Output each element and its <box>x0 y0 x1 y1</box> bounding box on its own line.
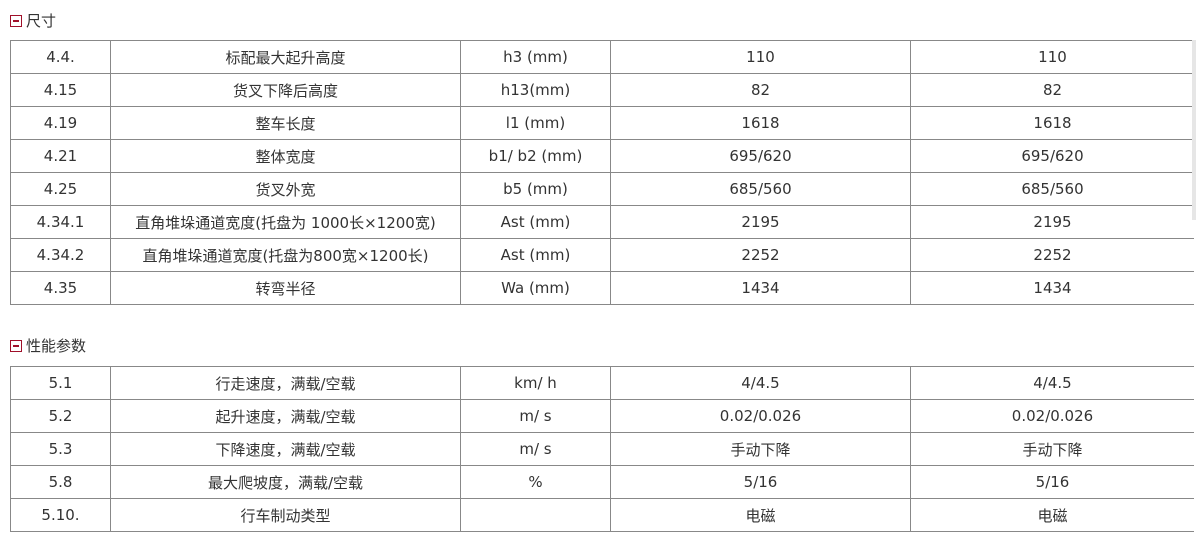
value-model-1: 手动下降 <box>610 432 911 466</box>
value-model-1: 110 <box>610 40 911 74</box>
item-name: 货叉外宽 <box>110 172 461 206</box>
table-row: 5.10. 行车制动类型 电磁 电磁 <box>10 498 1194 532</box>
value-model-2: 685/560 <box>910 172 1194 206</box>
item-number: 4.21 <box>10 139 111 173</box>
item-number: 4.19 <box>10 106 111 140</box>
value-model-1: 695/620 <box>610 139 911 173</box>
table-row: 4.15 货叉下降后高度 h13(mm) 82 82 <box>10 73 1194 107</box>
item-number: 5.3 <box>10 432 111 466</box>
table-row: 4.4. 标配最大起升高度 h3 (mm) 110 110 <box>10 40 1194 74</box>
unit: km/ h <box>460 366 611 400</box>
value-model-1: 1434 <box>610 271 911 305</box>
value-model-1: 电磁 <box>610 498 911 532</box>
item-name: 货叉下降后高度 <box>110 73 461 107</box>
value-model-1: 1618 <box>610 106 911 140</box>
value-model-2: 手动下降 <box>910 432 1194 466</box>
item-name: 行走速度，满载/空载 <box>110 366 461 400</box>
item-number: 4.35 <box>10 271 111 305</box>
item-name: 整车长度 <box>110 106 461 140</box>
unit: h13(mm) <box>460 73 611 107</box>
value-model-1: 4/4.5 <box>610 366 911 400</box>
item-name: 起升速度，满载/空载 <box>110 399 461 433</box>
item-name: 标配最大起升高度 <box>110 40 461 74</box>
item-number: 5.10. <box>10 498 111 532</box>
section-title: 尺寸 <box>26 12 57 30</box>
table-row: 5.2 起升速度，满载/空载 m/ s 0.02/0.026 0.02/0.026 <box>10 399 1194 433</box>
section-title: 性能参数 <box>26 337 87 355</box>
table-row: 4.25 货叉外宽 b5 (mm) 685/560 685/560 <box>10 172 1194 206</box>
item-name: 整体宽度 <box>110 139 461 173</box>
item-number: 4.34.1 <box>10 205 111 239</box>
value-model-2: 1434 <box>910 271 1194 305</box>
section-header-dimensions[interactable]: 尺寸 <box>10 10 56 31</box>
value-model-2: 2195 <box>910 205 1194 239</box>
value-model-2: 电磁 <box>910 498 1194 532</box>
scrollbar[interactable] <box>1192 40 1196 220</box>
value-model-1: 2195 <box>610 205 911 239</box>
value-model-2: 5/16 <box>910 465 1194 499</box>
value-model-2: 0.02/0.026 <box>910 399 1194 433</box>
table-row: 5.1 行走速度，满载/空载 km/ h 4/4.5 4/4.5 <box>10 366 1194 400</box>
table-row: 4.21 整体宽度 b1/ b2 (mm) 695/620 695/620 <box>10 139 1194 173</box>
value-model-2: 1618 <box>910 106 1194 140</box>
table-row: 4.35 转弯半径 Wa (mm) 1434 1434 <box>10 271 1194 305</box>
item-name: 下降速度，满载/空载 <box>110 432 461 466</box>
unit: h3 (mm) <box>460 40 611 74</box>
value-model-2: 695/620 <box>910 139 1194 173</box>
item-name: 转弯半径 <box>110 271 461 305</box>
unit: Wa (mm) <box>460 271 611 305</box>
section-header-performance[interactable]: 性能参数 <box>10 335 86 356</box>
item-number: 4.34.2 <box>10 238 111 272</box>
item-number: 4.4. <box>10 40 111 74</box>
unit <box>460 498 611 532</box>
unit: % <box>460 465 611 499</box>
unit: Ast (mm) <box>460 238 611 272</box>
unit: b1/ b2 (mm) <box>460 139 611 173</box>
performance-table: 5.1 行走速度，满载/空载 km/ h 4/4.5 4/4.5 5.2 起升速度，满载/空… <box>10 366 1194 532</box>
value-model-2: 110 <box>910 40 1194 74</box>
table-row: 5.8 最大爬坡度，满载/空载% 5/16 5/16 <box>10 465 1194 499</box>
item-number: 4.25 <box>10 172 111 206</box>
item-number: 5.2 <box>10 399 111 433</box>
unit: l1 (mm) <box>460 106 611 140</box>
unit: b5 (mm) <box>460 172 611 206</box>
value-model-2: 2252 <box>910 238 1194 272</box>
collapse-icon[interactable] <box>10 14 22 27</box>
item-name: 直角堆垛通道宽度(托盘为 1000长×1200宽) <box>110 205 461 239</box>
value-model-1: 685/560 <box>610 172 911 206</box>
item-name: 最大爬坡度，满载/空载 <box>110 465 461 499</box>
value-model-1: 0.02/0.026 <box>610 399 911 433</box>
item-number: 5.1 <box>10 366 111 400</box>
value-model-2: 4/4.5 <box>910 366 1194 400</box>
value-model-1: 5/16 <box>610 465 911 499</box>
unit: m/ s <box>460 399 611 433</box>
table-row: 4.34.2 直角堆垛通道宽度(托盘为800宽×1200长) Ast (mm) 225… <box>10 238 1194 272</box>
item-number: 5.8 <box>10 465 111 499</box>
value-model-2: 82 <box>910 73 1194 107</box>
value-model-1: 82 <box>610 73 911 107</box>
table-row: 4.19 整车长度 l1 (mm) 1618 1618 <box>10 106 1194 140</box>
item-name: 行车制动类型 <box>110 498 461 532</box>
item-name: 直角堆垛通道宽度(托盘为800宽×1200长) <box>110 238 461 272</box>
table-row: 5.3 下降速度，满载/空载 m/ s 手动下降 手动下降 <box>10 432 1194 466</box>
unit: Ast (mm) <box>460 205 611 239</box>
table-row: 4.34.1 直角堆垛通道宽度(托盘为 1000长×1200宽) Ast (mm) 2… <box>10 205 1194 239</box>
value-model-1: 2252 <box>610 238 911 272</box>
item-number: 4.15 <box>10 73 111 107</box>
unit: m/ s <box>460 432 611 466</box>
dimensions-table: 4.4. 标配最大起升高度 h3 (mm) 110 110 4.15 货叉下降后高度 h13(… <box>10 40 1194 305</box>
collapse-icon[interactable] <box>10 339 22 352</box>
